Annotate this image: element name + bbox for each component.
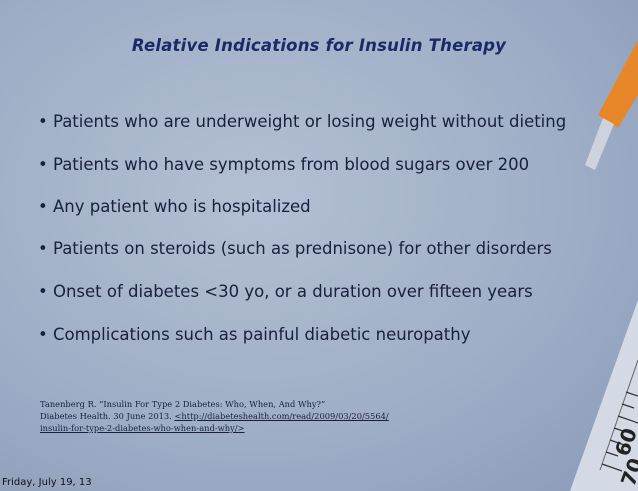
bullet-item: Patients who are underweight or losing w… (38, 112, 566, 131)
citation-text: Diabetes Health. 30 June 2013. (40, 411, 175, 421)
slide-title: Relative Indications for Insulin Therapy (131, 36, 507, 55)
plunger-rod (585, 118, 614, 170)
bullet-item: Complications such as painful diabetic n… (38, 325, 471, 344)
bullet-item: Onset of diabetes <30 yo, or a duration … (38, 282, 533, 301)
citation-line: Tanenberg R. “Insulin For Type 2 Diabete… (40, 399, 326, 409)
citation-link[interactable]: insulin-for-type-2-diabetes-who-when-and… (40, 423, 245, 433)
bullet-item: Patients who have symptoms from blood su… (38, 155, 529, 174)
citation-link[interactable]: <http://diabeteshealth.com/read/2009/03/… (174, 411, 389, 421)
syringe (570, 40, 638, 491)
plunger-cap (598, 40, 638, 128)
bullet-item: Any patient who is hospitalized (38, 197, 311, 216)
footer-date: Friday, July 19, 13 (2, 477, 92, 488)
bullet-item: Patients on steroids (such as prednisone… (38, 239, 552, 258)
barrel-ticks (601, 391, 638, 472)
citation-line: insulin-for-type-2-diabetes-who-when-and… (40, 422, 245, 434)
citation-line: Diabetes Health. 30 June 2013. <http://d… (40, 410, 389, 422)
